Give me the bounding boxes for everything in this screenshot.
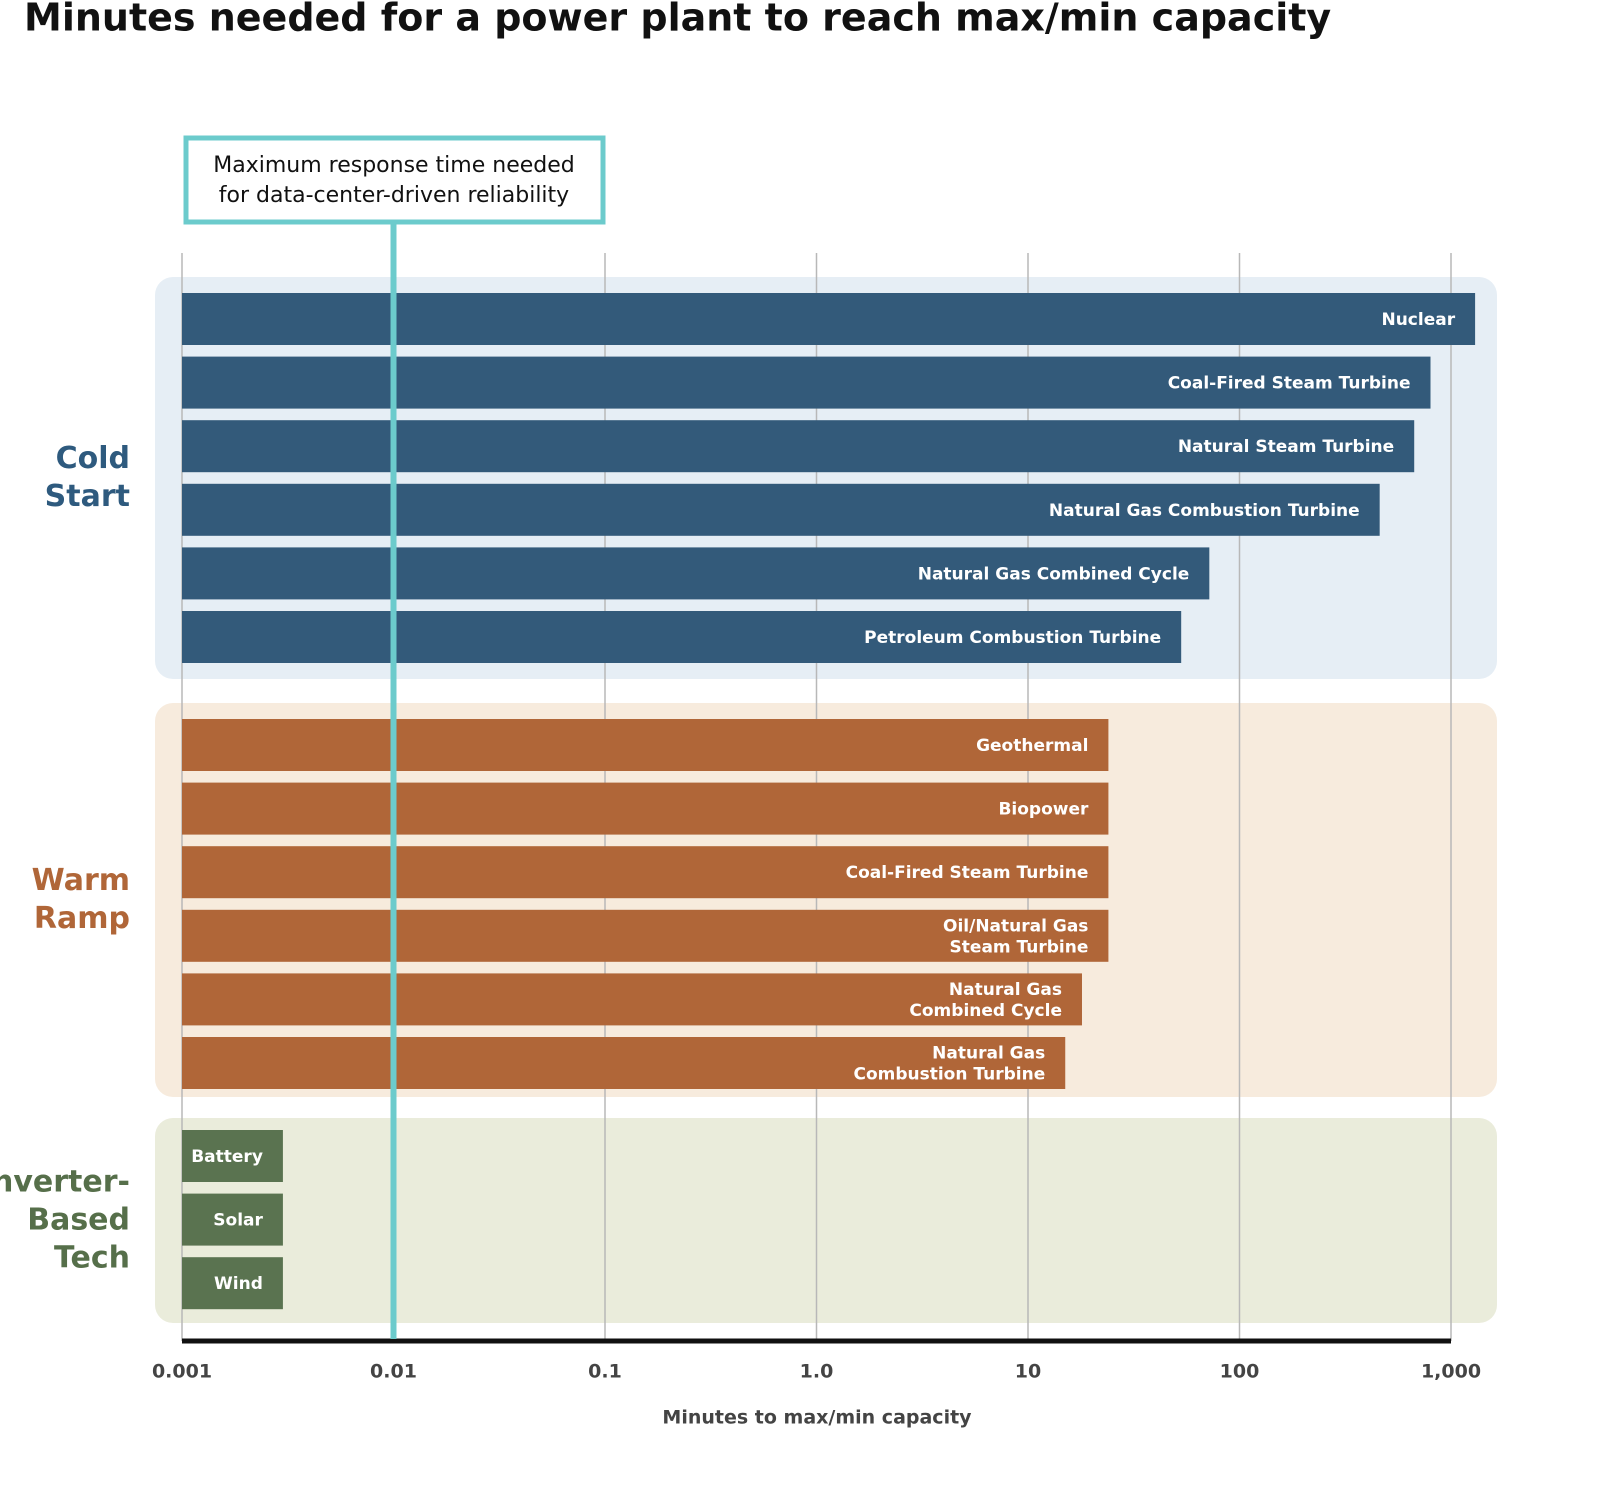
x-tick-label: 0.1: [588, 1361, 622, 1383]
bar-label: Geothermal: [976, 736, 1088, 756]
bar: [182, 909, 1109, 962]
bar: [182, 846, 1109, 899]
bar: [182, 719, 1109, 771]
bar: [182, 1037, 1066, 1089]
annotation-text: Maximum response time needed for data-cen…: [213, 153, 575, 208]
bar: [182, 293, 1476, 345]
bar-label: Biopower: [998, 800, 1089, 820]
bar: [182, 1257, 283, 1310]
bar-label: Petroleum Combustion Turbine: [864, 628, 1161, 648]
bar: [182, 1130, 283, 1182]
bar-label: Natural Gas Combustion Turbine: [1049, 501, 1360, 521]
bar-label: Natural Gas Combined Cycle: [918, 564, 1190, 584]
group-panel: [155, 1118, 1497, 1323]
x-tick-label: 1,000: [1421, 1361, 1481, 1383]
bar-label: Nuclear: [1381, 310, 1455, 330]
annotation-box: [183, 135, 606, 225]
bar-label: Oil/Natural Gas Steam Turbine: [943, 916, 1088, 957]
bar: [182, 420, 1415, 473]
x-tick-label: 0.01: [370, 1361, 417, 1383]
x-axis-label: Minutes to max/min capacity: [662, 1407, 972, 1429]
group-label: Cold Start: [45, 441, 130, 514]
bar-label: Wind: [214, 1274, 263, 1294]
bar-label: Natural Gas Combined Cycle: [909, 980, 1062, 1021]
bar-label: Natural Steam Turbine: [1178, 437, 1394, 457]
bar: [182, 547, 1210, 600]
bar: [182, 611, 1182, 663]
bar: [182, 973, 1082, 1026]
bar: [182, 356, 1431, 409]
chart-title: Minutes needed for a power plant to reac…: [24, 0, 1331, 40]
bar-label: Coal-Fired Steam Turbine: [846, 863, 1089, 883]
x-tick-label: 1.0: [800, 1361, 834, 1383]
bar-label: Coal-Fired Steam Turbine: [1168, 374, 1411, 394]
bar: [182, 782, 1109, 835]
bar-label: Battery: [191, 1147, 263, 1167]
bar-label: Natural Gas Combustion Turbine: [853, 1044, 1045, 1085]
bar: [182, 1193, 283, 1246]
x-tick-label: 0.001: [152, 1361, 212, 1383]
x-tick-label: 10: [1015, 1361, 1041, 1383]
x-tick-label: 100: [1220, 1361, 1260, 1383]
bar-label: Solar: [213, 1211, 263, 1231]
bar: [182, 483, 1380, 536]
group-label: Warm Ramp: [32, 863, 130, 936]
